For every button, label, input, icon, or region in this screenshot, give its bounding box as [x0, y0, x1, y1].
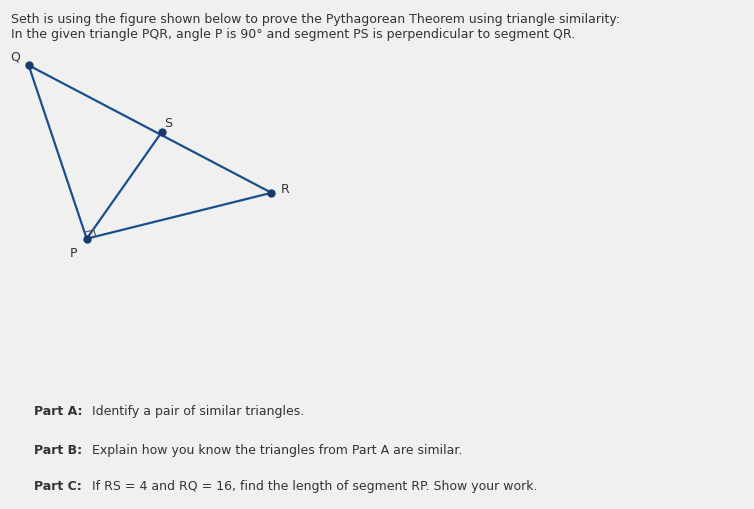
Text: If RS = 4 and RQ = 16, find the length of segment RP. Show your work.: If RS = 4 and RQ = 16, find the length o…	[88, 479, 538, 492]
Text: P: P	[69, 247, 77, 260]
Text: Part A:: Part A:	[34, 405, 82, 417]
Text: Seth is using the figure shown below to prove the Pythagorean Theorem using tria: Seth is using the figure shown below to …	[11, 13, 621, 25]
Text: R: R	[280, 183, 290, 196]
Text: S: S	[164, 117, 172, 130]
Text: Part C:: Part C:	[34, 479, 81, 492]
Text: Part B:: Part B:	[34, 443, 82, 456]
Text: Q: Q	[10, 50, 20, 64]
Text: Explain how you know the triangles from Part A are similar.: Explain how you know the triangles from …	[88, 443, 463, 456]
Text: In the given triangle PQR, angle P is 90° and segment PS is perpendicular to seg: In the given triangle PQR, angle P is 90…	[11, 28, 575, 41]
Text: Identify a pair of similar triangles.: Identify a pair of similar triangles.	[88, 405, 305, 417]
